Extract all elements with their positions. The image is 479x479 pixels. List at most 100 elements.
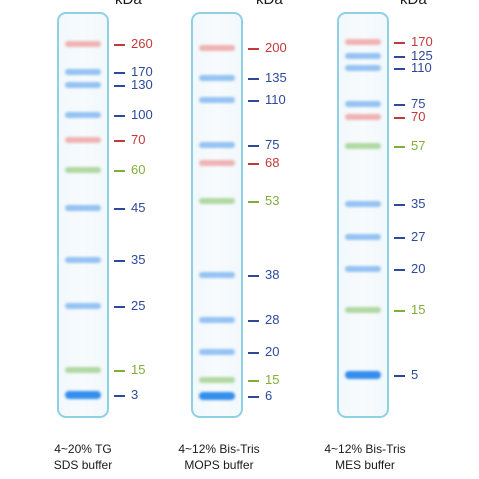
mw-label-mes-15: 15 bbox=[411, 302, 426, 317]
mw-label-tg-35: 35 bbox=[131, 252, 146, 267]
tick-mops-200 bbox=[248, 48, 259, 50]
mw-label-mops-200: 200 bbox=[265, 40, 287, 55]
caption-mes-line1: 4~12% Bis-Tris bbox=[324, 442, 406, 456]
mw-label-mops-75: 75 bbox=[265, 137, 280, 152]
caption-mes-line2: MES buffer bbox=[335, 458, 395, 472]
tick-mops-15 bbox=[248, 380, 259, 382]
unit-label-tg: kDa bbox=[115, 0, 142, 8]
mw-label-tg-60: 60 bbox=[131, 162, 146, 177]
tick-mes-170 bbox=[394, 42, 405, 44]
tick-mops-75 bbox=[248, 145, 259, 147]
mw-label-mes-27: 27 bbox=[411, 229, 426, 244]
band-mops-135 bbox=[199, 75, 235, 81]
tick-mes-110 bbox=[394, 68, 405, 70]
band-mops-38 bbox=[199, 272, 235, 278]
tick-mes-75 bbox=[394, 104, 405, 106]
band-mops-75 bbox=[199, 142, 235, 148]
band-mes-75 bbox=[345, 101, 381, 107]
band-mes-20 bbox=[345, 266, 381, 272]
caption-mops-line1: 4~12% Bis-Tris bbox=[178, 442, 260, 456]
mw-label-mops-6: 6 bbox=[265, 388, 273, 403]
mw-label-mes-110: 110 bbox=[411, 60, 432, 75]
tick-mes-15 bbox=[394, 310, 405, 312]
tick-mops-6 bbox=[248, 396, 259, 398]
band-tg-3 bbox=[65, 391, 101, 399]
tick-mes-5 bbox=[394, 375, 405, 377]
tick-mops-20 bbox=[248, 352, 259, 354]
caption-tg-line1: 4~20% TG bbox=[54, 442, 112, 456]
caption-tg-line2: SDS buffer bbox=[53, 458, 113, 472]
tick-mes-125 bbox=[394, 56, 405, 58]
mw-label-tg-170: 170 bbox=[131, 64, 153, 79]
band-mes-170 bbox=[345, 39, 381, 45]
band-tg-15 bbox=[65, 367, 101, 373]
tick-tg-15 bbox=[114, 370, 125, 372]
caption-mes: 4~12% Bis-Tris MES buffer bbox=[305, 441, 425, 473]
band-tg-100 bbox=[65, 112, 101, 118]
mw-label-tg-70: 70 bbox=[131, 132, 146, 147]
band-mes-27 bbox=[345, 234, 381, 240]
tick-mes-20 bbox=[394, 269, 405, 271]
mw-label-mops-28: 28 bbox=[265, 312, 280, 327]
mw-label-mes-125: 125 bbox=[411, 48, 433, 63]
tick-tg-60 bbox=[114, 170, 125, 172]
tick-mes-57 bbox=[394, 146, 405, 148]
band-mops-110 bbox=[199, 97, 235, 103]
band-tg-70 bbox=[65, 137, 101, 143]
unit-label-mops: kDa bbox=[256, 0, 283, 8]
band-tg-35 bbox=[65, 257, 101, 263]
band-mes-57 bbox=[345, 143, 381, 149]
band-mops-53 bbox=[199, 198, 235, 204]
band-mes-70 bbox=[345, 114, 381, 120]
tick-mes-35 bbox=[394, 204, 405, 206]
mw-label-mops-38: 38 bbox=[265, 267, 280, 282]
tick-tg-170 bbox=[114, 72, 125, 74]
tick-mops-53 bbox=[248, 201, 259, 203]
band-mops-200 bbox=[199, 45, 235, 51]
tick-tg-25 bbox=[114, 306, 125, 308]
band-mops-6 bbox=[199, 392, 235, 400]
band-mops-20 bbox=[199, 349, 235, 355]
band-mes-110 bbox=[345, 65, 381, 71]
band-mops-15 bbox=[199, 377, 235, 383]
mw-label-mes-35: 35 bbox=[411, 196, 426, 211]
tick-tg-100 bbox=[114, 115, 125, 117]
mw-label-tg-100: 100 bbox=[131, 107, 153, 122]
mw-label-mes-5: 5 bbox=[411, 367, 419, 382]
caption-mops-line2: MOPS buffer bbox=[184, 458, 254, 472]
tick-tg-130 bbox=[114, 85, 125, 87]
tick-mops-38 bbox=[248, 275, 259, 277]
mw-label-mes-57: 57 bbox=[411, 138, 426, 153]
mw-label-mes-75: 75 bbox=[411, 96, 426, 111]
mw-label-mops-135: 135 bbox=[265, 70, 287, 85]
band-tg-260 bbox=[65, 41, 101, 47]
tick-mops-110 bbox=[248, 100, 259, 102]
tick-mops-135 bbox=[248, 78, 259, 80]
band-tg-60 bbox=[65, 167, 101, 173]
mw-label-tg-15: 15 bbox=[131, 362, 146, 377]
mw-label-mops-68: 68 bbox=[265, 155, 280, 170]
band-mops-28 bbox=[199, 317, 235, 323]
mw-label-mops-53: 53 bbox=[265, 193, 280, 208]
caption-mops: 4~12% Bis-Tris MOPS buffer bbox=[159, 441, 279, 473]
caption-tg: 4~20% TG SDS buffer bbox=[23, 441, 143, 473]
mw-label-mops-15: 15 bbox=[265, 372, 280, 387]
tick-tg-3 bbox=[114, 395, 125, 397]
tick-tg-70 bbox=[114, 140, 125, 142]
mw-label-tg-3: 3 bbox=[131, 387, 139, 402]
gel-lane-mops bbox=[191, 12, 243, 418]
band-tg-45 bbox=[65, 205, 101, 211]
band-tg-170 bbox=[65, 69, 101, 75]
tick-tg-45 bbox=[114, 208, 125, 210]
band-mes-35 bbox=[345, 201, 381, 207]
gel-lane-tg bbox=[57, 12, 109, 418]
mw-label-mes-170: 170 bbox=[411, 34, 433, 49]
band-mes-125 bbox=[345, 53, 381, 59]
tick-tg-260 bbox=[114, 44, 125, 46]
band-tg-25 bbox=[65, 303, 101, 309]
unit-label-mes: kDa bbox=[400, 0, 427, 8]
band-mes-5 bbox=[345, 371, 381, 379]
tick-tg-35 bbox=[114, 260, 125, 262]
mw-label-mops-110: 110 bbox=[265, 92, 286, 107]
mw-label-tg-130: 130 bbox=[131, 77, 153, 92]
